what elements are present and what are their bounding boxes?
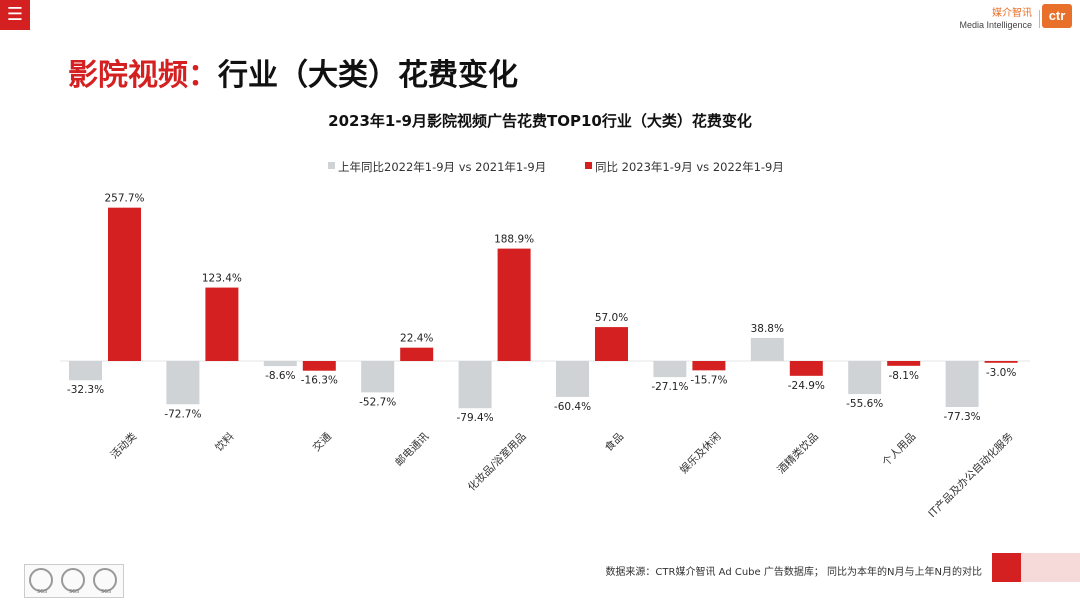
bar-curr-9 bbox=[984, 361, 1018, 363]
bar-chart: 2023年1-9月影院视频广告花费TOP10行业（大类）花费变化上年同比2022… bbox=[60, 112, 1030, 521]
category-label-4: 化妆品/浴室用品 bbox=[465, 430, 529, 494]
data-label-0-4: -79.4% bbox=[457, 412, 494, 424]
data-label-1-9: -3.0% bbox=[986, 367, 1016, 379]
category-label-7: 酒精类饮品 bbox=[775, 430, 821, 476]
data-label-0-0: -32.3% bbox=[67, 384, 104, 396]
legend-swatch-1 bbox=[585, 162, 592, 169]
data-label-0-9: -77.3% bbox=[944, 411, 981, 423]
chart-title: 2023年1-9月影院视频广告花费TOP10行业（大类）花费变化 bbox=[328, 112, 752, 130]
bar-curr-3 bbox=[400, 347, 434, 361]
bar-prev-6 bbox=[653, 361, 687, 378]
legend-label-1: 同比 2023年1-9月 vs 2022年1-9月 bbox=[595, 160, 784, 174]
bar-curr-6 bbox=[692, 361, 726, 371]
bar-curr-7 bbox=[789, 361, 823, 376]
sgs-label: SGS bbox=[37, 589, 48, 595]
data-label-0-8: -55.6% bbox=[846, 398, 883, 410]
bar-prev-9 bbox=[945, 361, 979, 407]
bar-prev-0 bbox=[69, 361, 102, 381]
data-label-0-6: -27.1% bbox=[651, 381, 688, 393]
data-label-1-4: 188.9% bbox=[494, 234, 534, 246]
category-label-2: 交通 bbox=[310, 430, 334, 454]
brand-name-en: Media Intelligence bbox=[959, 20, 1032, 30]
data-label-0-5: -60.4% bbox=[554, 401, 591, 413]
bar-prev-4 bbox=[458, 361, 492, 409]
bar-prev-8 bbox=[848, 361, 882, 395]
sgs-label: SGS bbox=[101, 589, 112, 595]
data-label-1-5: 57.0% bbox=[595, 312, 628, 324]
category-label-1: 饮料 bbox=[212, 430, 236, 454]
bar-curr-8 bbox=[887, 361, 921, 366]
hamburger-icon: ☰ bbox=[6, 4, 24, 25]
category-label-8: 个人用品 bbox=[880, 431, 918, 469]
sgs-badge-icon bbox=[93, 568, 117, 592]
data-label-1-7: -24.9% bbox=[788, 380, 825, 392]
bar-prev-2 bbox=[263, 361, 297, 367]
certification-badges: SGS SGS SGS bbox=[24, 564, 124, 598]
sgs-badge-icon bbox=[29, 568, 53, 592]
bar-curr-5 bbox=[595, 327, 628, 361]
footer-accent-pink bbox=[1021, 553, 1080, 582]
brand-name-cn: 媒介智讯 bbox=[992, 8, 1032, 19]
footer-accent-red bbox=[992, 553, 1021, 582]
page-title-main: 行业（大类）花费变化 bbox=[218, 58, 518, 93]
bar-curr-2 bbox=[302, 361, 336, 371]
data-label-0-3: -52.7% bbox=[359, 396, 396, 408]
page-title: 影院视频：行业（大类）花费变化 bbox=[68, 50, 518, 94]
category-label-9: IT产品及办公自动化服务 bbox=[926, 430, 1017, 521]
data-label-1-2: -16.3% bbox=[301, 375, 338, 387]
bar-prev-1 bbox=[166, 361, 200, 405]
data-label-1-3: 22.4% bbox=[400, 333, 433, 345]
bar-prev-5 bbox=[556, 361, 589, 397]
brand-block: 媒介智讯 Media Intelligence bbox=[959, 8, 1032, 31]
data-source-note: 数据来源：CTR媒介智讯 Ad Cube 广告数据库； 同比为本年的N月与上年N… bbox=[605, 567, 982, 578]
sgs-label: SGS bbox=[69, 589, 80, 595]
legend-label-0: 上年同比2022年1-9月 vs 2021年1-9月 bbox=[338, 160, 546, 174]
page-title-prefix: 影院视频： bbox=[68, 58, 218, 93]
ctr-logo: ctr bbox=[1042, 4, 1072, 28]
category-label-5: 食品 bbox=[602, 430, 626, 454]
data-label-1-1: 123.4% bbox=[202, 273, 242, 285]
data-label-0-2: -8.6% bbox=[265, 370, 295, 382]
data-label-0-7: 38.8% bbox=[751, 323, 784, 335]
legend-swatch-0 bbox=[328, 162, 335, 169]
bar-curr-4 bbox=[497, 248, 531, 361]
bar-prev-7 bbox=[750, 337, 784, 361]
bar-prev-3 bbox=[361, 361, 395, 393]
bar-curr-1 bbox=[205, 287, 239, 361]
bar-curr-0 bbox=[108, 207, 141, 361]
category-label-0: 活动类 bbox=[108, 430, 140, 462]
sgs-badge-icon bbox=[61, 568, 85, 592]
category-label-3: 邮电通讯 bbox=[392, 430, 431, 469]
menu-button[interactable]: ☰ bbox=[0, 0, 30, 30]
brand-divider bbox=[1039, 10, 1040, 28]
data-label-1-0: 257.7% bbox=[104, 193, 144, 205]
data-label-1-8: -8.1% bbox=[888, 370, 918, 382]
category-label-6: 娱乐及休闲 bbox=[677, 430, 723, 476]
data-label-0-1: -72.7% bbox=[164, 408, 201, 420]
data-label-1-6: -15.7% bbox=[690, 374, 727, 386]
